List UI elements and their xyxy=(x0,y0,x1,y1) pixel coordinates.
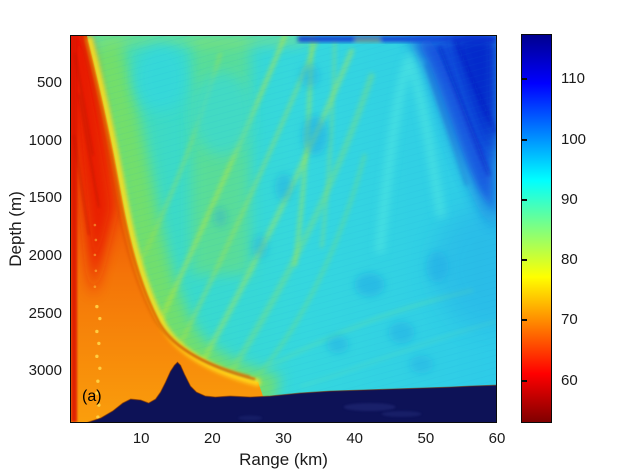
y-tick-label: 1000 xyxy=(28,131,62,149)
x-tick-label: 50 xyxy=(417,430,435,447)
colorbar-tick-mark xyxy=(522,78,527,81)
colorbar-tick-mark xyxy=(522,379,527,382)
y-tick-label: 2500 xyxy=(28,304,62,322)
heatmap xyxy=(71,36,496,422)
colorbar-tick-label: 70 xyxy=(561,311,578,329)
colorbar-tick-label: 60 xyxy=(561,371,578,389)
plot-area: (a) xyxy=(70,35,497,423)
x-axis-label: Range (km) xyxy=(239,450,328,469)
panel-label: (a) xyxy=(82,388,102,405)
x-tick-label: 40 xyxy=(346,430,363,447)
colorbar-tick-mark xyxy=(522,319,527,322)
y-tick-label: 3000 xyxy=(28,362,62,380)
x-tick-label: 60 xyxy=(488,430,506,447)
red-wedge xyxy=(71,36,273,422)
colorbar xyxy=(521,34,552,423)
colorbar-tick-label: 110 xyxy=(561,70,585,88)
bottom-bounce-dots xyxy=(93,223,102,419)
x-tick-label: 30 xyxy=(275,430,292,447)
y-tick-label: 500 xyxy=(36,74,62,92)
colorbar-tick-label: 90 xyxy=(561,190,578,208)
colorbar-tick-label: 80 xyxy=(561,251,578,269)
x-tick-label: 20 xyxy=(203,430,221,447)
y-tick-label: 1500 xyxy=(28,189,62,207)
colorbar-tick-mark xyxy=(522,259,527,262)
colorbar-tick-label: 100 xyxy=(561,130,587,148)
x-tick-label: 10 xyxy=(132,430,150,447)
seafloor xyxy=(82,361,496,422)
colorbar-tick-mark xyxy=(522,138,527,141)
y-tick-label: 2000 xyxy=(28,247,62,265)
colorbar-tick-mark xyxy=(522,198,527,201)
